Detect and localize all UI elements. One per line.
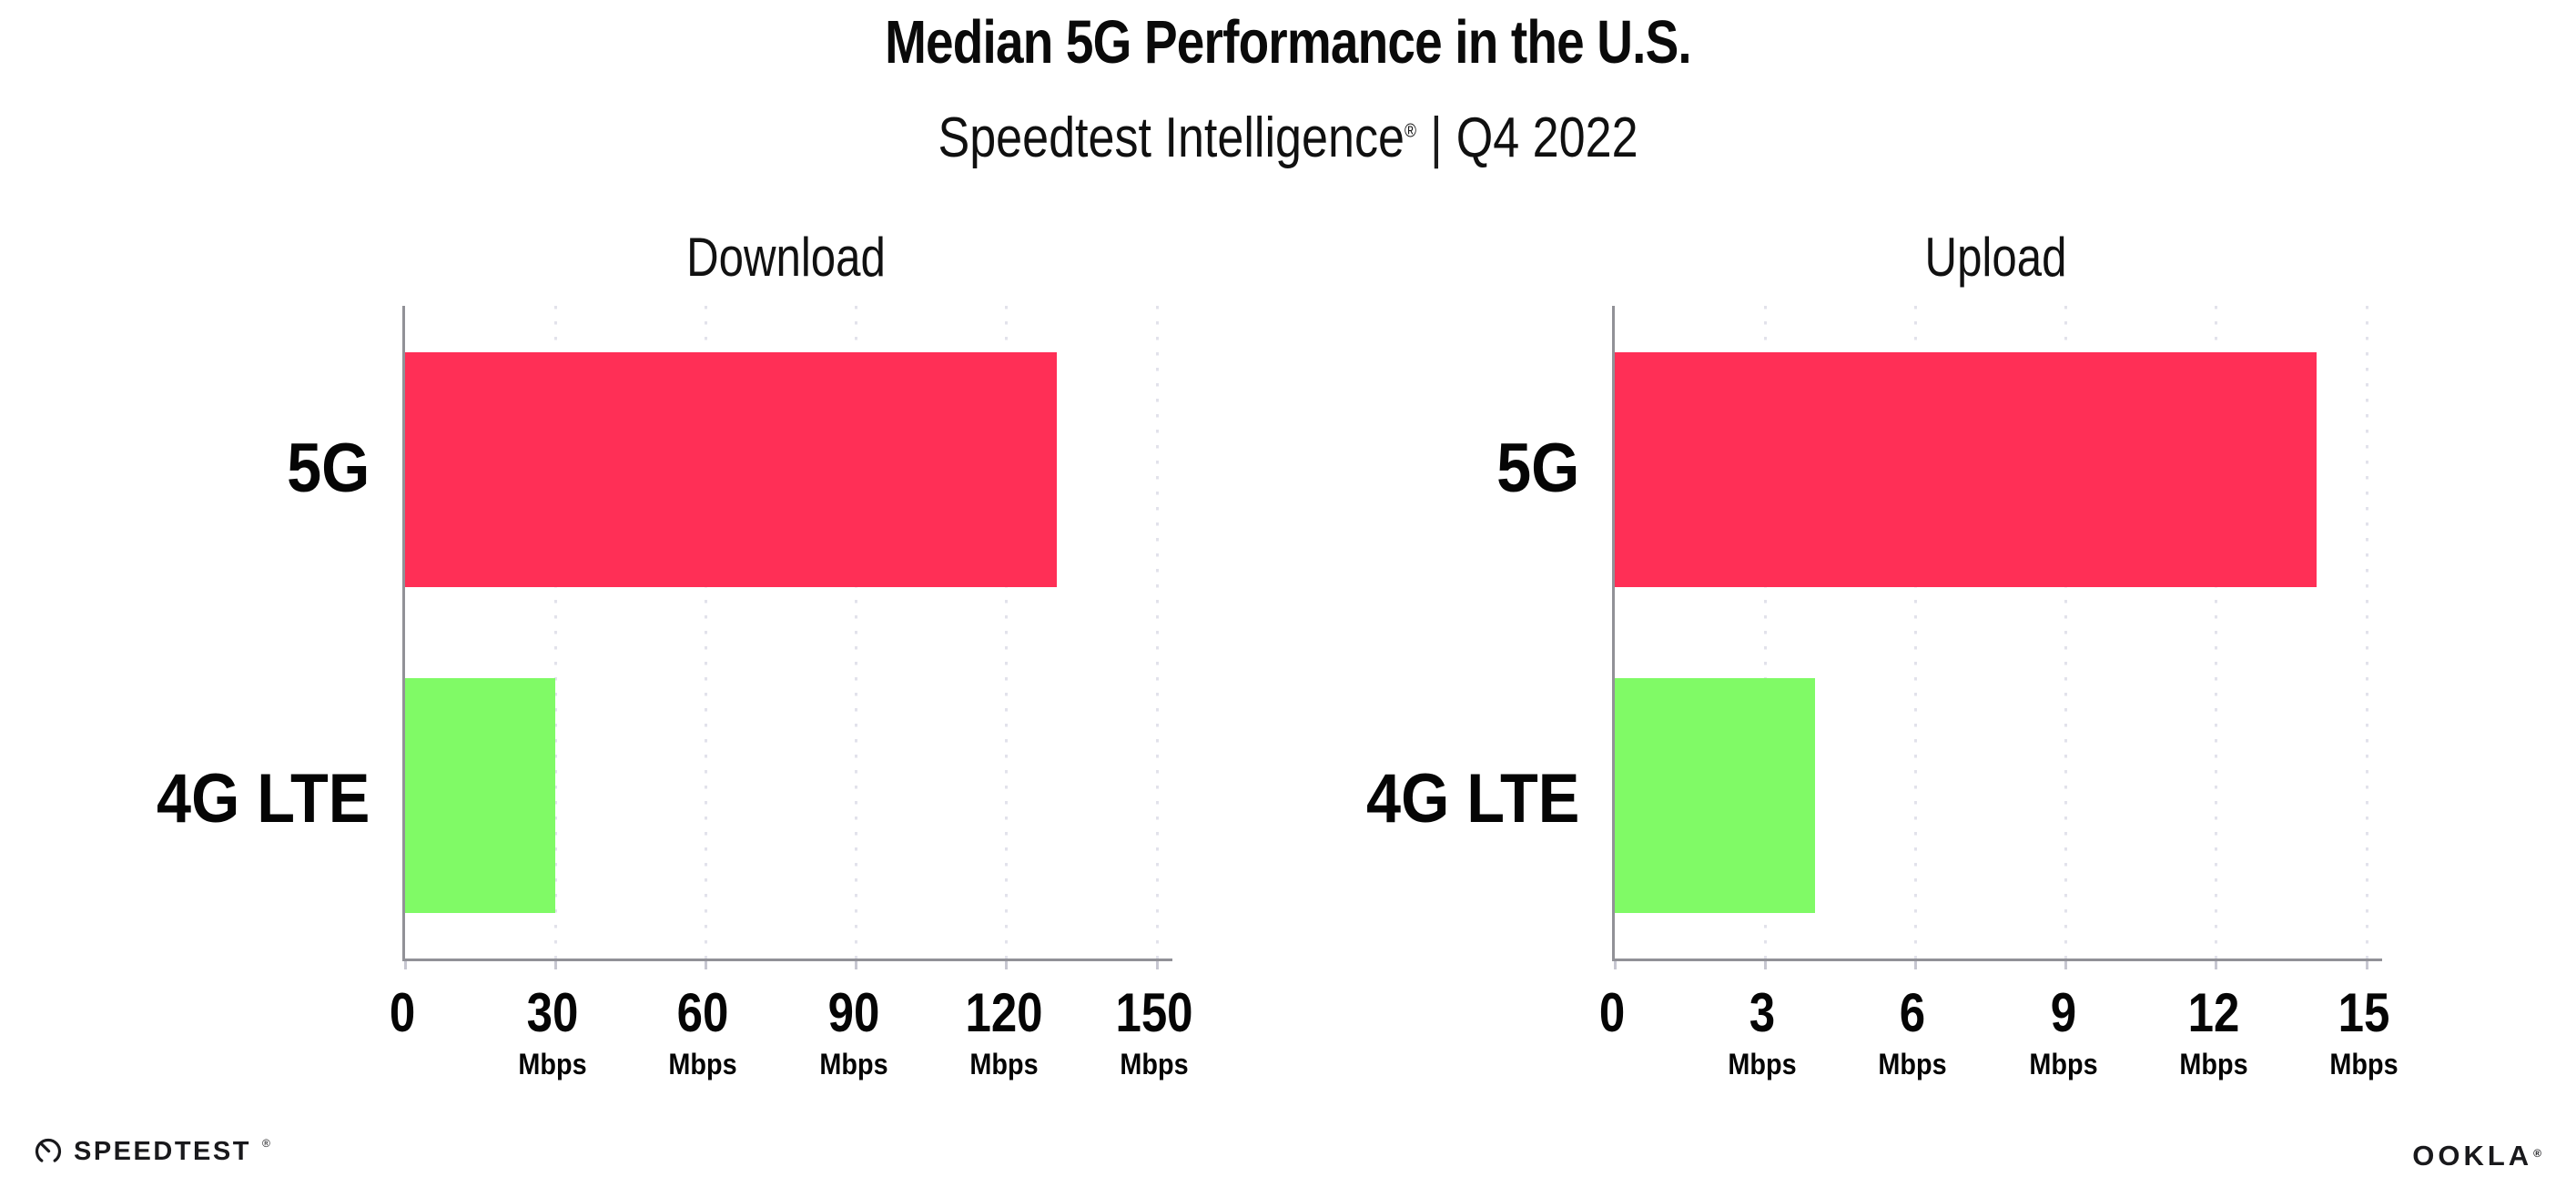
axis-tick: 90 Mbps xyxy=(816,982,892,1080)
axis-tick: 12 Mbps xyxy=(2175,982,2252,1080)
axis-tick: 0 xyxy=(1597,986,1627,1040)
axis-tick: 0 xyxy=(387,986,417,1040)
page-title: Median 5G Performance in the U.S. xyxy=(885,8,1692,76)
speedtest-wordmark: SPEEDTEST xyxy=(74,1136,251,1166)
ookla-wordmark: OOKLA xyxy=(2412,1140,2533,1172)
subtitle-separator: | xyxy=(1430,107,1443,169)
tick-value: 12 xyxy=(2187,982,2240,1043)
tick-mark xyxy=(553,961,557,969)
gridline xyxy=(2365,306,2368,959)
tick-mark xyxy=(403,961,407,969)
tick-mark xyxy=(1155,961,1159,969)
tick-value: 0 xyxy=(1598,982,1626,1043)
category-label: 5G xyxy=(1496,430,1579,508)
tick-value: 90 xyxy=(827,982,880,1043)
subtitle-brand: Speedtest Intelligence xyxy=(938,107,1405,169)
category-label: 4G LTE xyxy=(156,760,370,838)
tick-mark xyxy=(2064,961,2068,969)
plot-area xyxy=(402,306,1172,969)
tick-mark xyxy=(2365,961,2368,969)
gridline xyxy=(1913,306,1917,959)
gridline xyxy=(704,306,707,959)
axis-tick: 120 Mbps xyxy=(958,982,1050,1080)
axis-ticks: 0 30 Mbps 60 Mbps 90 Mbps 120 Mbps 150 Mbps xyxy=(390,982,1193,1113)
axis-tick: 9 Mbps xyxy=(2025,982,2102,1080)
category-labels: 5G 4G LTE xyxy=(0,306,370,959)
speedtest-logo: SPEEDTEST ® xyxy=(33,1136,270,1167)
gridline xyxy=(553,306,557,959)
axis-ticks: 0 3 Mbps 6 Mbps 9 Mbps 12 Mbps 15 Mbps xyxy=(1599,982,2399,1113)
tick-unit-label: Mbps xyxy=(969,1048,1039,1080)
tick-value: 9 xyxy=(2050,982,2076,1043)
gridline xyxy=(1155,306,1159,959)
chart-title: Upload xyxy=(1924,227,2067,288)
speedtest-gauge-icon xyxy=(35,1138,62,1162)
chart-title: Download xyxy=(686,227,886,288)
tick-unit-label: Mbps xyxy=(1728,1048,1797,1080)
tick-unit-label: Mbps xyxy=(518,1048,587,1080)
ookla-logo: OOKLA® xyxy=(2412,1141,2545,1170)
subtitle-period: Q4 2022 xyxy=(1455,107,1638,169)
bar-5g xyxy=(405,351,1057,588)
category-labels: 5G 4G LTE xyxy=(1210,306,1579,959)
axis-tick: 3 Mbps xyxy=(1724,982,1800,1080)
tick-unit-label: Mbps xyxy=(2329,1048,2399,1080)
axis-tick: 6 Mbps xyxy=(1875,982,1952,1080)
tick-mark xyxy=(1763,961,1767,969)
registered-trademark-icon: ® xyxy=(2533,1147,2545,1160)
tick-mark xyxy=(704,961,707,969)
tick-value: 3 xyxy=(1749,982,1776,1043)
tick-mark xyxy=(855,961,858,969)
tick-value: 15 xyxy=(2338,982,2390,1043)
category-label: 4G LTE xyxy=(1365,760,1579,838)
tick-value: 6 xyxy=(1900,982,1926,1043)
tick-mark xyxy=(1613,961,1617,969)
gridline xyxy=(2064,306,2068,959)
axis-tick: 150 Mbps xyxy=(1109,982,1200,1080)
gridline xyxy=(855,306,858,959)
axis-tick: 60 Mbps xyxy=(665,982,742,1080)
registered-trademark-icon: ® xyxy=(261,1137,270,1150)
tick-mark xyxy=(1005,961,1009,969)
registered-trademark-icon: ® xyxy=(1404,120,1416,142)
tick-mark xyxy=(2215,961,2218,969)
bar-4g-lte xyxy=(1615,677,1816,913)
tick-unit-label: Mbps xyxy=(1878,1048,1948,1080)
axis-tick: 15 Mbps xyxy=(2326,982,2402,1080)
tick-value: 0 xyxy=(389,982,416,1043)
tick-value: 150 xyxy=(1115,982,1193,1043)
gridline xyxy=(2215,306,2218,959)
tick-value: 120 xyxy=(965,982,1043,1043)
gridline xyxy=(1763,306,1767,959)
tick-value: 60 xyxy=(677,982,729,1043)
plot-area xyxy=(1612,306,2382,969)
tick-unit-label: Mbps xyxy=(1120,1048,1189,1080)
category-label: 5G xyxy=(286,430,370,508)
bar-5g xyxy=(1615,351,2317,588)
bar-4g-lte xyxy=(405,677,556,913)
tick-value: 30 xyxy=(526,982,579,1043)
page-subtitle: Speedtest Intelligence® | Q4 2022 xyxy=(206,106,2369,170)
axis-tick: 30 Mbps xyxy=(514,982,591,1080)
tick-unit-label: Mbps xyxy=(2029,1048,2098,1080)
tick-unit-label: Mbps xyxy=(819,1048,888,1080)
tick-unit-label: Mbps xyxy=(2179,1048,2248,1080)
tick-mark xyxy=(1913,961,1917,969)
gridline xyxy=(1005,306,1009,959)
tick-unit-label: Mbps xyxy=(668,1048,738,1080)
